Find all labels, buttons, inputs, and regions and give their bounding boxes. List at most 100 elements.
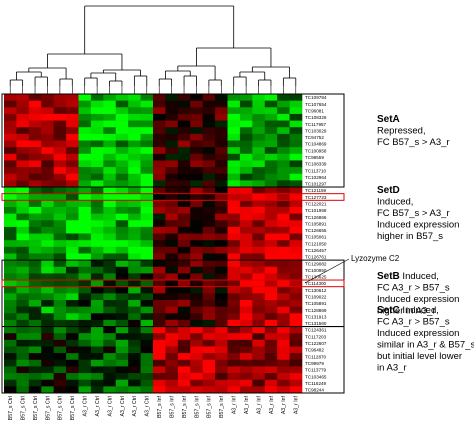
setB-line: FC A3_r > B57_s (377, 283, 450, 294)
heatmap-cell (277, 173, 290, 181)
heatmap-cell (115, 339, 129, 347)
heatmap-cell (28, 273, 42, 281)
heatmap-cell (140, 246, 154, 254)
heatmap-cell (140, 133, 154, 141)
heatmap-cell (140, 220, 154, 228)
heatmap-cell (4, 273, 17, 281)
heatmap-cell (128, 226, 141, 234)
gene-label: TC127723 (305, 195, 327, 200)
heatmap-cell (128, 147, 141, 155)
heatmap-cell (140, 359, 154, 367)
heatmap-cell (252, 273, 266, 281)
heatmap-cell (252, 379, 266, 387)
heatmap-cell (227, 213, 241, 221)
heatmap-cell (140, 200, 154, 208)
heatmap-cell (202, 153, 216, 161)
heatmap-cell (41, 313, 54, 321)
heatmap-cell (177, 187, 191, 194)
heatmap-cell (239, 326, 253, 334)
gene-label: TC109784 (305, 95, 327, 100)
heatmap-cell (4, 160, 17, 168)
heatmap-cell (227, 113, 241, 121)
heatmap-cell (66, 293, 79, 301)
heatmap-cell (78, 326, 92, 334)
heatmap-cell (215, 253, 228, 261)
column-label: B57_s Inf (207, 395, 213, 417)
setD-line: Induced, (377, 197, 413, 208)
heatmap-cell (227, 326, 241, 334)
heatmap-cell (78, 246, 92, 254)
heatmap-cell (66, 133, 79, 141)
heatmap-cell (140, 173, 154, 181)
heatmap-cell (165, 353, 179, 361)
heatmap-cell (264, 313, 278, 321)
heatmap-cell (115, 127, 129, 135)
heatmap-cell (90, 246, 104, 254)
heatmap-cell (66, 160, 79, 168)
heatmap-cell (53, 100, 67, 108)
heatmap-cell (252, 193, 266, 201)
heatmap-cell (165, 107, 179, 115)
heatmap-cell (140, 140, 154, 148)
heatmap-cell (78, 293, 92, 301)
heatmap-cell (190, 226, 203, 234)
heatmap-cell (53, 266, 67, 274)
heatmap-cell (227, 127, 241, 135)
heatmap-cell (4, 293, 17, 301)
gene-label: TC122021 (305, 201, 327, 206)
heatmap-cell (227, 147, 241, 155)
heatmap-cell (4, 113, 17, 121)
heatmap-cell (78, 200, 92, 208)
heatmap-cell (103, 200, 117, 208)
gene-label: TC96482 (305, 348, 324, 353)
heatmap-cell (41, 120, 54, 128)
gene-label: TC129082 (305, 261, 327, 266)
heatmap-cell (103, 306, 117, 314)
heatmap-cell (289, 339, 303, 347)
heatmap-cell (277, 213, 290, 221)
heatmap-cell (90, 160, 104, 168)
heatmap-cell (165, 299, 179, 307)
heatmap-cell (103, 213, 117, 221)
heatmap-cell (165, 206, 179, 214)
heatmap-cell (190, 266, 203, 274)
heatmap-cell (103, 167, 117, 175)
heatmap-cell (66, 266, 79, 274)
heatmap-cell (41, 200, 54, 208)
gene-label: TC121159 (305, 188, 327, 193)
heatmap-cell (277, 386, 290, 394)
heatmap-cell (252, 326, 266, 334)
heatmap-cell (264, 333, 278, 341)
gene-label: TC113779 (305, 368, 327, 373)
heatmap-cell (78, 113, 92, 121)
heatmap-cell (128, 180, 141, 188)
heatmap-cell (28, 220, 42, 228)
heatmap-cell (4, 313, 17, 321)
heatmap-cell (227, 273, 241, 281)
heatmap-cell (252, 373, 266, 381)
heatmap-cell (16, 147, 30, 155)
heatmap-cell (289, 379, 303, 387)
heatmap-cell (202, 299, 216, 307)
heatmap-cell (289, 206, 303, 214)
heatmap-cell (103, 366, 117, 374)
heatmap-cell (53, 226, 67, 234)
heatmap-cell (4, 246, 17, 254)
heatmap-cell (202, 353, 216, 361)
heatmap-cell (103, 313, 117, 321)
heatmap-cell (128, 120, 141, 128)
heatmap-cell (153, 326, 166, 334)
heatmap-cell (227, 280, 241, 287)
heatmap-cell (239, 246, 253, 254)
column-label: B57_s Ctrl (58, 396, 64, 420)
heatmap-cell (115, 187, 129, 194)
heatmap-cell (103, 260, 117, 268)
heatmap-cell (28, 187, 42, 194)
heatmap-cell (78, 167, 92, 175)
heatmap-cell (103, 379, 117, 387)
heatmap-cells (4, 94, 303, 394)
heatmap-cell (28, 113, 42, 121)
gene-label: TC105061 (305, 235, 327, 240)
heatmap-cell (90, 293, 104, 301)
